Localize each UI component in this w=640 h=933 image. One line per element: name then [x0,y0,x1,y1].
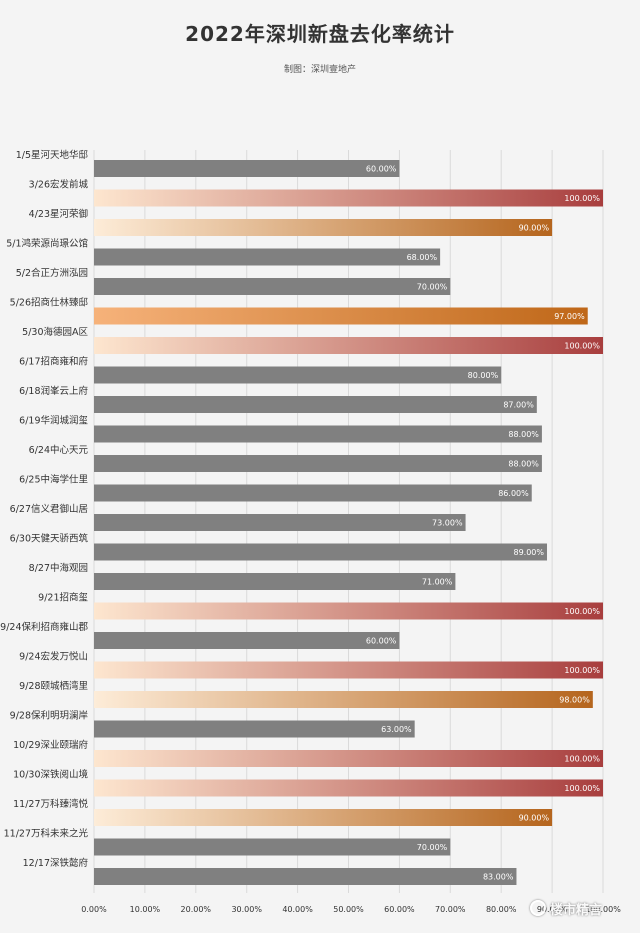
category-label: 6/18润峯云上府 [19,385,88,397]
bar [94,750,603,767]
category-label: 6/19华润城润玺 [19,415,88,427]
category-label: 5/26招商仕林臻邸 [10,297,89,309]
category-label: 10/30深铁阅山境 [13,769,88,781]
watermark: 楼市精言 [530,896,640,920]
bar-value-label: 100.00% [564,194,600,203]
bar [94,868,517,885]
bar [94,248,441,266]
bar [94,484,532,502]
bar [94,543,548,561]
x-tick-label: 40.00% [282,905,313,914]
x-tick-label: 90.00% [537,905,568,914]
category-label: 9/28颐城栖湾里 [19,680,88,692]
bar [94,337,603,354]
bar-value-label: 80.00% [468,371,499,380]
category-label: 5/2合正方洲泓园 [16,267,88,279]
bar-value-label: 97.00% [554,312,585,321]
bar [94,366,502,384]
x-tick-label: 70.00% [435,905,466,914]
x-tick-label: 30.00% [231,905,262,914]
category-label: 9/21招商玺 [38,592,88,604]
bar [94,838,451,856]
x-tick-label: 10.00% [130,905,161,914]
bar-value-label: 100.00% [564,784,600,793]
bar-value-label: 83.00% [483,873,514,882]
category-label: 6/30天健天骄西筑 [10,533,89,545]
bar-value-label: 60.00% [366,165,397,174]
category-label: 6/24中心天元 [29,444,89,456]
category-label: 3/26宏发前城 [29,179,89,191]
bar-value-label: 100.00% [564,342,600,351]
bar-value-label: 100.00% [564,607,600,616]
x-tick-label: 50.00% [333,905,364,914]
chart-title: 2022年深圳新盘去化率统计 [185,22,455,46]
category-label: 10/29深业颐瑞府 [13,739,88,751]
category-label: 8/27中海观园 [29,562,88,574]
grid-lines [93,150,604,893]
bar [94,219,553,236]
bar-value-label: 98.00% [559,696,590,705]
category-label: 11/27万科未来之光 [4,828,89,840]
category-label: 12/17深铁懿府 [23,857,89,869]
category-labels: 60.00% 1/5星河天地华邸 100.00% 3/26宏发前城 90.00% 4/23… [0,149,600,882]
bar-value-label: 70.00% [417,843,448,852]
bar [94,160,400,177]
bar [94,809,553,826]
bar [94,455,542,472]
bar-value-label: 68.00% [407,253,438,262]
bar-value-label: 89.00% [513,548,544,557]
x-tick-label: 60.00% [384,905,415,914]
x-axis-ticks: 0.00% 10.00% 20.00% 30.00% 40.00% 50.00% 60.00… [81,905,621,914]
bar [94,514,466,531]
bar [94,602,603,620]
bar [94,720,415,738]
bar [94,307,588,325]
chart-subtitle: 制图：深圳壹地产 [283,65,356,75]
bar [94,661,603,679]
bar-value-label: 100.00% [564,666,600,675]
bar-value-label: 73.00% [432,519,463,528]
bar-value-label: 70.00% [417,283,448,292]
category-label: 5/30海德园A区 [22,326,88,338]
category-label: 11/27万科臻湾悦 [13,798,88,810]
bar [94,632,400,649]
bar [94,425,542,443]
category-label: 9/28保利明玥澜岸 [10,710,89,722]
bar-value-label: 90.00% [519,814,550,823]
category-label: 4/23星河荣御 [29,208,88,220]
category-label: 9/24保利招商雍山郡 [0,621,88,633]
category-label: 5/1鸿荣源尚璟公馆 [6,238,88,250]
category-label: 9/24宏发万悦山 [19,651,88,663]
x-tick-label: 20.00% [181,905,212,914]
category-label: 6/17招商雍和府 [19,356,88,368]
bar-value-label: 88.00% [508,460,539,469]
category-label: 1/5星河天地华邸 [16,149,89,161]
x-tick-label: 100.00% [585,905,621,914]
bar [94,779,603,797]
watermark-logo-icon [530,900,546,916]
bar-value-label: 100.00% [564,755,600,764]
category-label: 6/27信义君御山居 [10,503,88,515]
bar-value-label: 60.00% [366,637,397,646]
bar-value-label: 87.00% [503,401,534,410]
bar [94,573,456,590]
bars [94,160,603,885]
x-tick-label: 80.00% [486,905,517,914]
bar-value-label: 71.00% [422,578,453,587]
x-tick-label: 0.00% [81,905,107,914]
bar-value-label: 63.00% [381,725,412,734]
watermark-text: 楼市精言 [550,902,603,918]
bar [94,691,593,708]
bar-value-label: 86.00% [498,489,529,498]
bar [94,278,451,295]
category-label: 6/25中海学仕里 [19,474,88,486]
bar [94,396,537,413]
bar-value-label: 90.00% [519,224,550,233]
bar-value-label: 88.00% [508,430,539,439]
bar [94,189,603,207]
